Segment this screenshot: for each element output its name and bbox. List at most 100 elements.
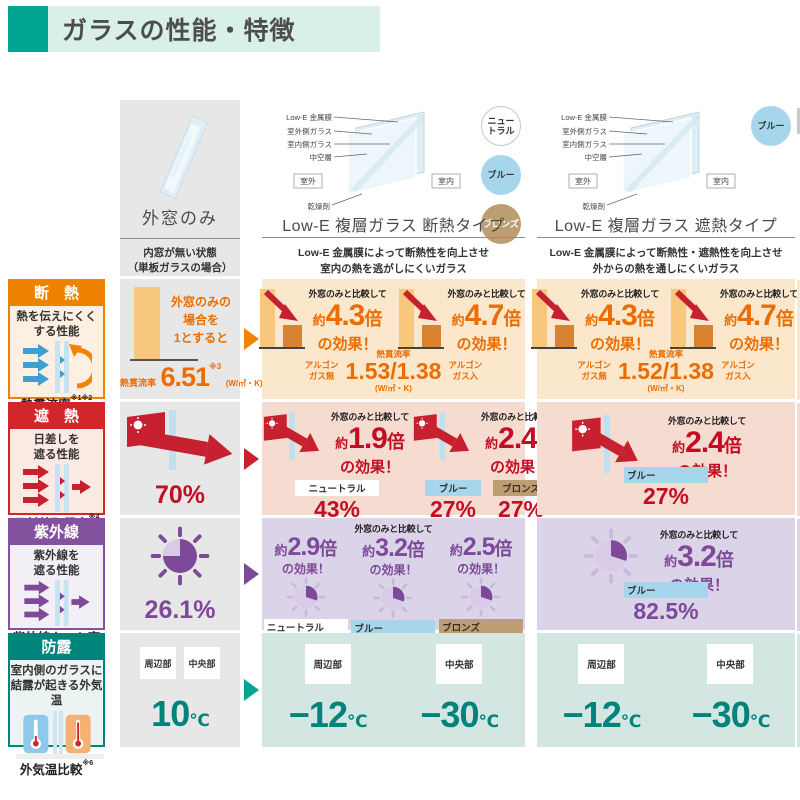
zone-badge-center: 中央部 [184, 647, 220, 679]
flow-arrow-condensation [244, 679, 259, 701]
solar-heat-arrow-icon [127, 410, 233, 470]
page-title: ガラスの性能・特徴 [62, 17, 296, 45]
page-edge-artifact [797, 108, 800, 134]
subtitle-line2: （単板ガラスの場合） [127, 261, 233, 274]
glass-color-badge: ブルー [624, 466, 708, 483]
glass-color-legend: ブルー [751, 106, 791, 146]
diagram-label-air-layer: 中空層 [585, 152, 608, 162]
comparison-item: 外窓のみと比較して 約4.7倍 の効果！ [670, 287, 800, 354]
double-glazing-diagram: Low-E 金属膜 室外側ガラス 室内側ガラス 中空層 室外 室内 乾燥剤 [286, 111, 461, 211]
comparison-item: 周辺部 −12℃ [563, 644, 641, 736]
condensation-icon-wrap [10, 709, 103, 759]
temperature-value: −30℃ [420, 694, 499, 735]
comparison-table: 外窓のみ 内窓が無い状態 （単板ガラスの場合） Low-E 金属膜 室外側ガラス… [8, 100, 798, 777]
shgc-value: 70% [154, 481, 206, 509]
column-title: Low-E 複層ガラス 遮熱タイプ [554, 218, 778, 235]
row-title: 防露 [10, 635, 103, 660]
comparison-item: 外窓のみと比較して 約2.4倍 の効果！ ブルー 27% ブロンズ 27% [412, 410, 562, 522]
temperature-value: 10℃ [151, 693, 210, 734]
diagram-label-desiccant: 乾燥剤 [308, 201, 331, 211]
diagram-label-inner-glass: 室内側ガラス [562, 139, 607, 149]
row-title: 紫外線 [10, 520, 103, 545]
row-title: 遮 熱 [10, 404, 103, 429]
subtitle-line2: 外からの熱を通しにくいガラス [592, 263, 740, 276]
sun-deflect-icon [572, 414, 638, 474]
page-title-bar: ガラスの性能・特徴 [48, 6, 380, 52]
glass-color-badge: ブロンズ [439, 619, 524, 635]
page-edge-artifact [797, 519, 800, 631]
row-description: 熱を伝えにくく する性能 [16, 311, 97, 338]
diagram-label-lowe: Low-E 金属膜 [286, 112, 332, 122]
glass-color-badge: ブルー [624, 581, 708, 598]
temperature-value: −12℃ [288, 694, 368, 735]
sun-deflect-icon [413, 412, 470, 460]
insulation-type-condensation-cell: 周辺部 −12℃ 中央部 −30℃ [262, 633, 525, 747]
column-subtitle: Low-E 金属膜によって断熱性を向上させ 室内の熱を逃がしにくいガラス [262, 245, 525, 278]
diagram-label-outdoor: 室外 [575, 176, 591, 186]
row-description: 紫外線を 遮る性能 [33, 550, 80, 577]
diagram-label-outdoor: 室外 [300, 176, 316, 186]
page-edge-artifact [797, 280, 800, 400]
uv-pie-sun-icon [583, 528, 639, 584]
comparison-item: 外窓のみと比較して 約4.3倍 の効果！ [258, 287, 390, 354]
bar-chart-icon [670, 289, 716, 349]
shielding-icon-wrap [10, 463, 103, 513]
subtitle-line1: Low-E 金属膜によって断熱性・遮熱性を向上させ [549, 247, 783, 259]
zone-badge-center: 中央部 [436, 644, 483, 684]
bar-chart-icon [258, 289, 305, 349]
row-label-insulation: 断 熱 熱を伝えにくく する性能 熱貫流率※1※2 [8, 279, 105, 412]
row-label-condensation: 防露 室内側のガラスに 結露が起きる外気温 外気温比較※6 [8, 633, 105, 777]
diagram-label-inner-glass: 室内側ガラス [287, 139, 332, 149]
subtitle-line1: Low-E 金属膜によって断熱性を向上させ [297, 247, 490, 259]
page-edge-artifact [797, 634, 800, 747]
reference-note: 外窓のみの 場合を 1とすると [170, 295, 231, 345]
badge-value-pair: ニュートラル 43% [295, 480, 379, 522]
metric-label: 外気温比較※6 [19, 759, 94, 777]
glass-color-badge: ブロンズ [493, 480, 549, 496]
badge-value-pair: ブルー 27% [425, 480, 481, 522]
shielding-type-insulation-cell: 外窓のみと比較して 約4.3倍 の効果！ 外窓のみと比較して 約4.7倍 の効 [531, 279, 798, 399]
glass-color-badge: ニュートラル [263, 619, 348, 635]
zone-badge-edge: 周辺部 [578, 644, 625, 684]
diagram-label-air-layer: 中空層 [310, 152, 333, 162]
flow-arrow-uv [244, 563, 259, 585]
uv-cut-value: 26.1% [144, 596, 216, 624]
badge-value-pair: ブロンズ 27% [493, 480, 549, 522]
comparison-item: 外窓のみと比較して 約4.7倍 の効果！ [397, 287, 529, 354]
diagram-label-indoor: 室内 [438, 176, 454, 186]
glass-color-badge: ブルー [425, 480, 481, 496]
comparison-item: 外窓のみと比較して 約4.3倍 の効果！ [531, 287, 662, 354]
sun-deflect-icon [263, 412, 320, 460]
shielding-type-uv-cell: 外窓のみと比較して 約3.2倍 の効果！ ブルー 82.5% [537, 518, 795, 630]
diagram-label-outer-glass: 室外側ガラス [562, 126, 607, 136]
bar-chart-icon [397, 289, 444, 349]
page-edge-artifact [797, 403, 800, 516]
comparison-item: 周辺部 −12℃ [288, 644, 368, 736]
u-value-comparison: アルゴン ガス無 熱貫流率 1.52/1.38 (W/㎡・K) アルゴン ガス入 [577, 349, 755, 393]
diagram-label-indoor: 室内 [713, 176, 729, 186]
uv-pie-sun-icon [286, 577, 326, 617]
legend-neutral: ニュー トラル [481, 106, 521, 146]
bar-chart-icon [531, 289, 577, 349]
divider [262, 237, 525, 238]
u-value-line: 熱貫流率 6.51※3 (W/㎡・K) [120, 362, 263, 392]
subtitle-line1: 内窓が無い状態 [143, 246, 217, 259]
row-title: 断 熱 [10, 281, 103, 306]
single-glass-pane-icon [159, 115, 208, 200]
diagram-label-outer-glass: 室外側ガラス [287, 126, 332, 136]
column-header-outer-window: 外窓のみ 内窓が無い状態 （単板ガラスの場合） [120, 100, 240, 276]
flow-arrow-insulation [244, 328, 259, 350]
outer-window-insulation-cell: 外窓のみの 場合を 1とすると 熱貫流率 6.51※3 (W/㎡・K) [120, 279, 263, 399]
column-header-shielding-type: Low-E 金属膜 室外側ガラス 室内側ガラス 中空層 室外 室内 乾燥剤 ブル… [537, 100, 795, 276]
column-header-insulation-type: Low-E 金属膜 室外側ガラス 室内側ガラス 中空層 室外 室内 乾燥剤 ニュ… [262, 100, 525, 276]
divider [537, 237, 795, 238]
column-subtitle: Low-E 金属膜によって断熱性・遮熱性を向上させ 外からの熱を通しにくいガラス [537, 245, 795, 278]
reference-bar [134, 287, 160, 359]
argon-gas-without: アルゴン ガス無 [577, 359, 612, 381]
bar-baseline [130, 359, 198, 361]
u-value-comparison: アルゴン ガス無 熱貫流率 1.53/1.38 (W/㎡・K) アルゴン ガス入 [304, 349, 483, 393]
insulation-type-uv-cell: 約2.9倍 の効果！ ニュートラル 76.1% [262, 518, 525, 662]
diagram-label-lowe: Low-E 金属膜 [561, 112, 607, 122]
legend-blue: ブルー [751, 106, 791, 146]
